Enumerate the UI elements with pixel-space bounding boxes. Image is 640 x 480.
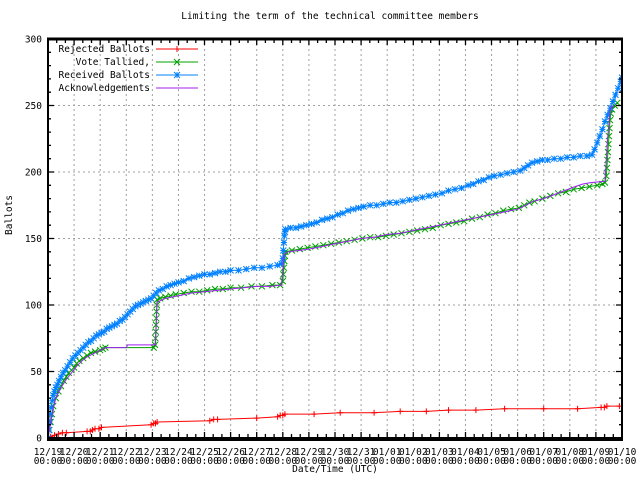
- x-tick-time-label: 00:00: [190, 456, 219, 467]
- y-tick-label: 200: [25, 168, 42, 179]
- x-tick-date-label: 01/03: [425, 447, 454, 458]
- x-tick-date-label: 12/19: [34, 447, 63, 458]
- legend-item-vote-tallied: Vote Tallied,: [76, 57, 198, 68]
- y-tick-label: 50: [31, 367, 43, 378]
- tick-marks: [47, 38, 623, 439]
- x-tick-date-label: 12/26: [216, 447, 245, 458]
- series-markers-rejected-ballots: [48, 403, 622, 438]
- x-tick-date-label: 01/06: [503, 447, 532, 458]
- legend-label: Vote Tallied,: [76, 57, 150, 68]
- legend-sample-marker: [173, 58, 181, 66]
- x-tick-date-label: 12/29: [295, 447, 324, 458]
- legend-label: Received Ballots: [58, 70, 150, 81]
- x-tick-labels: 12/1900:0012/2000:0012/2100:0012/2200:00…: [34, 447, 637, 467]
- axes-and-ticks: [47, 37, 623, 441]
- x-tick-date-label: 12/20: [60, 447, 89, 458]
- series-acknowledgements: [48, 105, 615, 438]
- series-received-ballots: [48, 74, 622, 438]
- x-tick-time-label: 00:00: [503, 456, 532, 467]
- x-tick-time-label: 00:00: [529, 456, 558, 467]
- x-tick-date-label: 12/28: [269, 447, 298, 458]
- series-vote-tallied: [48, 99, 621, 438]
- x-tick-date-label: 01/08: [556, 447, 585, 458]
- x-tick-date-label: 12/21: [86, 447, 115, 458]
- legend-item-acknowledgements: Acknowledgements: [58, 83, 198, 94]
- legend-label: Rejected Ballots: [58, 44, 150, 55]
- series-markers-vote-tallied: [48, 99, 621, 438]
- x-tick-time-label: 00:00: [399, 456, 428, 467]
- y-tick-label: 300: [25, 35, 42, 46]
- legend-sample-marker: [174, 46, 180, 52]
- x-tick-time-label: 00:00: [60, 456, 89, 467]
- chart-title: Limiting the term of the technical commi…: [181, 11, 478, 22]
- x-tick-time-label: 00:00: [347, 456, 376, 467]
- legend-sample-marker: [173, 71, 181, 79]
- x-axis-title: Date/Time (UTC): [292, 464, 378, 475]
- x-tick-time-label: 00:00: [295, 456, 324, 467]
- x-tick-date-label: 12/23: [138, 447, 167, 458]
- legend: Rejected Ballots Vote Tallied, Received Ba…: [58, 44, 198, 94]
- legend-label: Acknowledgements: [58, 83, 150, 94]
- y-tick-labels: 0 50 100 150 200 250 300: [25, 35, 42, 445]
- x-tick-date-label: 12/31: [347, 447, 376, 458]
- x-tick-time-label: 00:00: [242, 456, 271, 467]
- series-line-rejected-ballots: [48, 405, 620, 438]
- y-tick-label: 100: [25, 301, 42, 312]
- x-tick-date-label: 01/07: [529, 447, 558, 458]
- x-tick-time-label: 00:00: [373, 456, 402, 467]
- x-tick-date-label: 01/04: [451, 447, 480, 458]
- legend-item-rejected-ballots: Rejected Ballots: [58, 44, 198, 55]
- x-tick-time-label: 00:00: [112, 456, 141, 467]
- series-line-vote-tallied: [48, 102, 618, 438]
- x-tick-date-label: 12/25: [190, 447, 219, 458]
- x-tick-time-label: 00:00: [556, 456, 585, 467]
- x-tick-date-label: 01/02: [399, 447, 428, 458]
- series-markers-received-ballots: [48, 74, 622, 438]
- x-tick-time-label: 00:00: [425, 456, 454, 467]
- x-tick-time-label: 00:00: [451, 456, 480, 467]
- series-layer: [48, 74, 622, 438]
- y-axis-title: Ballots: [4, 195, 15, 235]
- x-tick-time-label: 00:00: [138, 456, 167, 467]
- y-tick-label: 0: [36, 434, 42, 445]
- gridlines: [48, 39, 622, 438]
- x-tick-date-label: 01/05: [477, 447, 506, 458]
- x-tick-date-label: 01/09: [582, 447, 611, 458]
- series-line-received-ballots: [48, 77, 622, 438]
- y-tick-label: 250: [25, 101, 42, 112]
- x-tick-time-label: 00:00: [582, 456, 611, 467]
- x-tick-time-label: 00:00: [269, 456, 298, 467]
- series-rejected-ballots: [48, 403, 622, 438]
- y-tick-label: 150: [25, 234, 42, 245]
- x-tick-time-label: 00:00: [34, 456, 63, 467]
- x-tick-date-label: 01/10: [608, 447, 637, 458]
- x-tick-time-label: 00:00: [321, 456, 350, 467]
- legend-item-received-ballots: Received Ballots: [58, 70, 198, 81]
- x-tick-time-label: 00:00: [164, 456, 193, 467]
- x-tick-date-label: 12/30: [321, 447, 350, 458]
- series-line-acknowledgements: [48, 105, 615, 438]
- x-tick-time-label: 00:00: [477, 456, 506, 467]
- x-tick-date-label: 12/24: [164, 447, 193, 458]
- x-tick-date-label: 12/27: [242, 447, 271, 458]
- x-tick-date-label: 12/22: [112, 447, 141, 458]
- x-tick-date-label: 01/01: [373, 447, 402, 458]
- x-tick-time-label: 00:00: [86, 456, 115, 467]
- x-tick-time-label: 00:00: [608, 456, 637, 467]
- x-tick-time-label: 00:00: [216, 456, 245, 467]
